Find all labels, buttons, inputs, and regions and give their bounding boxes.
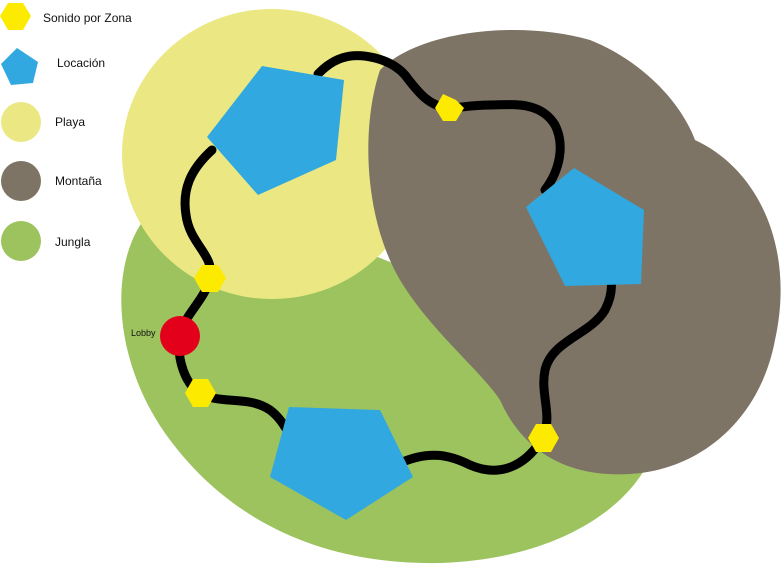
- location-marker-mountain: [526, 168, 644, 286]
- zone-sound-marker: [185, 379, 216, 407]
- legend-label-sonido-por-zona: Sonido por Zona: [43, 11, 132, 25]
- legend-label-montana: Montaña: [55, 174, 102, 188]
- legend-label-playa: Playa: [55, 115, 86, 129]
- zone-sound-marker: [435, 94, 464, 121]
- legend-circle-icon-montana: [1, 161, 41, 201]
- location-marker-beach: [207, 66, 344, 195]
- lobby-marker: [160, 316, 200, 356]
- legend-hexagon-icon: [0, 3, 31, 30]
- legend-label-locacion: Locación: [57, 56, 106, 70]
- legend-circle-icon-jungla: [1, 221, 41, 261]
- legend-circle-icon-playa: [1, 102, 41, 142]
- lobby-label: Lobby: [131, 328, 156, 338]
- legend-pentagon-icon: [1, 48, 38, 85]
- zone-sound-marker: [194, 265, 226, 292]
- zone-sound-marker: [528, 424, 559, 452]
- location-marker-jungle: [270, 407, 413, 520]
- legend-label-jungla: Jungla: [55, 235, 91, 249]
